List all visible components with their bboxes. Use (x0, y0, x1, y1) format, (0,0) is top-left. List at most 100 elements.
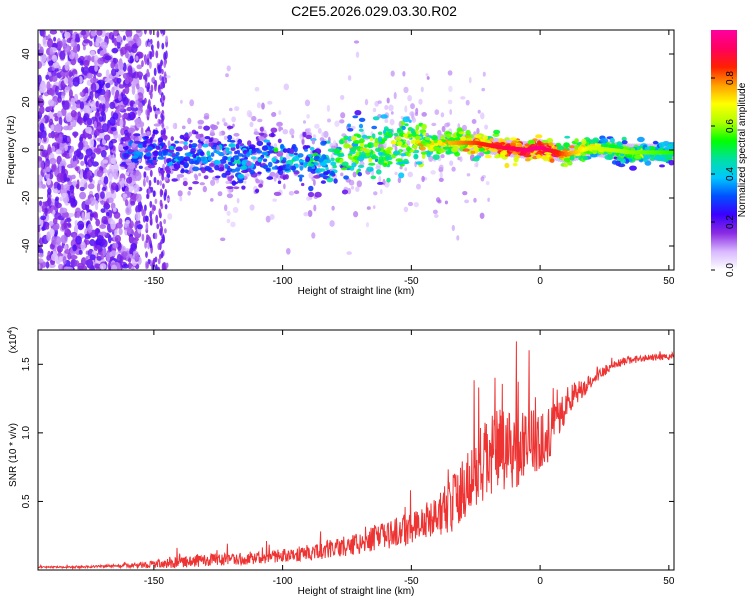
spectrogram-cell (407, 171, 414, 178)
spectrogram-cell (223, 204, 228, 212)
spectrogram-cell (282, 128, 289, 135)
spectrogram-cell (414, 135, 422, 140)
spectrogram-cell (216, 160, 221, 165)
spectrogram-cell (394, 145, 398, 152)
spectrogram-cell (329, 220, 335, 227)
spectrogram-cell (629, 165, 637, 171)
spectrogram-cell (421, 153, 426, 159)
spectrogram-cell (179, 196, 183, 202)
spectrogram-cell (56, 183, 62, 191)
spectrogram-cell (337, 153, 342, 157)
spectrogram-cell (84, 233, 91, 240)
spectrogram-cell (130, 112, 135, 120)
spectrogram-cell (249, 121, 254, 128)
spectrogram-cell (74, 76, 80, 83)
colorbar-gradient (711, 30, 737, 270)
spectrogram-cell (61, 192, 67, 199)
spectrogram-cell (152, 156, 157, 161)
spectrogram-cell (64, 45, 71, 53)
spectrogram-cell (70, 38, 75, 48)
spectrogram-cell (313, 175, 321, 179)
spectrogram-cell (273, 191, 282, 196)
spectrogram-cell (230, 146, 236, 151)
spectrogram-cell (166, 152, 173, 156)
spectrogram-cell (60, 234, 68, 244)
spectrogram-cell (188, 143, 192, 149)
spectrogram-cell (581, 138, 587, 145)
spectrogram-cell (371, 125, 378, 130)
spectrogram-cell (61, 107, 67, 117)
spectrogram-cell (137, 102, 143, 111)
spectrogram-cell (206, 150, 211, 157)
spectrogram-cell (60, 183, 64, 190)
spectrogram-cell (207, 157, 213, 161)
spectrogram-cell (194, 174, 199, 181)
spectrogram-cell (226, 218, 231, 224)
colorbar: 0.0 0.2 0.4 0.6 0.8 Normalized spectral ampl… (711, 30, 748, 277)
spectrogram-cell (509, 137, 517, 141)
spectrogram-cell (62, 212, 69, 218)
spectrogram-cell (159, 188, 163, 198)
spectrogram-cell (78, 55, 85, 62)
spectrogram-cell (164, 77, 168, 84)
spectrogram-y-label: Frequency (Hz) (6, 116, 17, 185)
spectrogram-cell (115, 222, 123, 229)
spectrogram-cell (563, 157, 571, 163)
spectrogram-cell (491, 148, 498, 153)
spectrogram-cell (114, 234, 122, 243)
spectrogram-cell (146, 193, 149, 199)
spectrogram-y-ticks: -40 -20 0 20 40 (21, 48, 674, 253)
spectrogram-cell (321, 132, 325, 137)
snr-x-tick-label: -50 (404, 576, 419, 587)
spectrogram-cell (145, 152, 152, 157)
spectrogram-cell (440, 135, 446, 141)
spectrogram-cell (136, 223, 143, 230)
spectrogram-cell (307, 166, 312, 170)
spectrogram-cell (95, 38, 100, 47)
snr-frame (37, 329, 675, 571)
spectrogram-cell (199, 182, 205, 186)
spectrogram-cell (103, 201, 109, 209)
spectrogram-cell (390, 111, 394, 115)
spectrogram-cell (447, 99, 453, 105)
spectrogram-cell (343, 143, 351, 149)
spectrogram-cell (118, 69, 125, 76)
spectrogram-cell (504, 137, 510, 141)
spectrogram-cell (190, 148, 197, 153)
spectrogram-cell (500, 150, 508, 156)
spectrogram-cell (291, 134, 295, 139)
spectrogram-cell (289, 148, 295, 155)
spectrogram-cell (199, 133, 204, 138)
spectrogram-cell (105, 69, 110, 78)
spectrogram-cell (372, 107, 377, 113)
spectrogram-cell (548, 142, 554, 147)
spectrogram-cell (379, 188, 383, 195)
spectrogram-cell (93, 211, 99, 221)
spectrogram-cell (51, 42, 58, 49)
spectrogram-cell (280, 143, 285, 149)
spectrogram-cell (64, 177, 71, 182)
spectrogram-cell (141, 233, 145, 242)
spectrogram-cell (79, 186, 85, 192)
spectrogram-cell (202, 143, 209, 148)
spectrogram-cell (141, 60, 144, 68)
spectrogram-cell (420, 140, 427, 145)
spectrogram-cell (162, 149, 169, 156)
spectrogram-cell (86, 106, 91, 114)
spectrogram-cell (466, 137, 473, 142)
spectrogram-cell (564, 135, 571, 139)
spectrogram-cell (298, 159, 305, 163)
spectrogram-cell (421, 112, 427, 117)
spectrogram-cell (134, 140, 141, 144)
spectrogram-cell (378, 175, 382, 183)
spectrogram-cell (340, 172, 344, 177)
spectrogram-cell (83, 39, 91, 44)
spectrogram-cell (259, 126, 264, 132)
spectrogram-cell (67, 180, 72, 186)
spectrogram-cell (65, 112, 72, 123)
spectrogram-cell (112, 242, 119, 249)
spectrogram-cell (223, 122, 228, 127)
spectrogram-x-label: Height of straight line (km) (298, 286, 415, 297)
spectrogram-cell (468, 76, 472, 84)
spectrogram-cell (136, 92, 144, 102)
